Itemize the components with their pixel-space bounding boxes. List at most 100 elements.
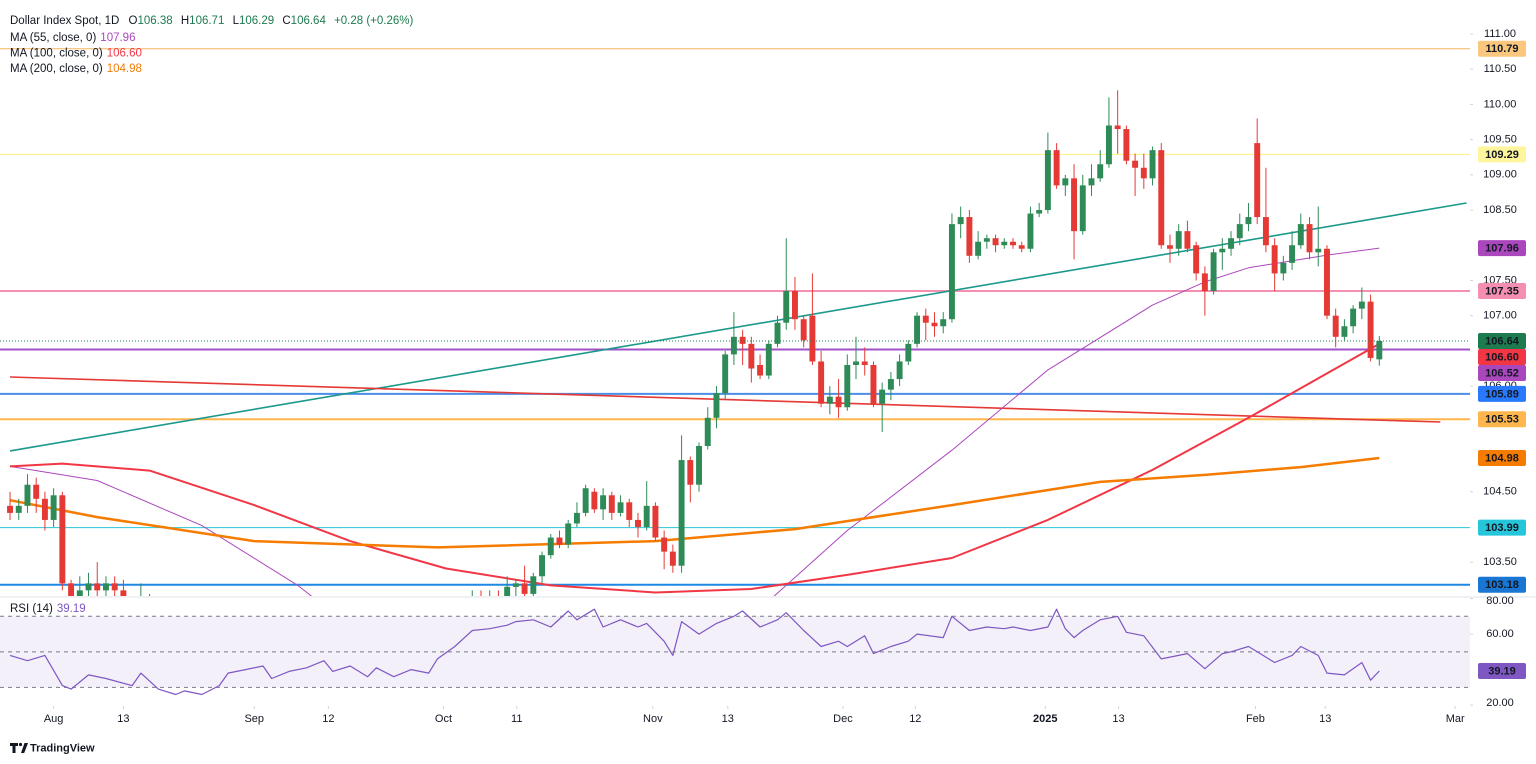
candle-body (696, 445, 702, 485)
candle-body (922, 315, 929, 323)
moving-average (9, 247, 1380, 596)
y-tick-label: 103.50 (1483, 556, 1517, 568)
candle-body (818, 361, 825, 404)
badge-label: 105.89 (1485, 388, 1519, 400)
y-tick-label: 20.00 (1486, 697, 1514, 709)
moving-average (9, 456, 1380, 549)
price-badge (1478, 283, 1526, 300)
candle-body (887, 379, 894, 390)
x-tick-label: Dec (833, 713, 853, 725)
footer: TradingView (10, 742, 95, 754)
candle-body (1306, 224, 1313, 253)
ohlc-key: C (282, 15, 290, 27)
y-tick-label: 60.00 (1486, 628, 1514, 640)
candle-body (1132, 160, 1139, 168)
badge-label: 39.19 (1488, 665, 1516, 677)
candle-body (7, 505, 13, 513)
price-badge (1478, 240, 1526, 257)
candle-body (983, 238, 990, 242)
ma-name: MA (100, close, 0) (10, 48, 103, 60)
candle-body (1027, 213, 1034, 249)
candle-body (669, 551, 676, 566)
candle-body (730, 336, 737, 355)
candle-body (1376, 341, 1383, 360)
price-badge (1478, 449, 1526, 466)
candle-body (713, 393, 720, 418)
y-tick-label: 109.00 (1483, 169, 1517, 181)
ma-value: 104.98 (107, 63, 142, 75)
candle-body (1324, 248, 1330, 316)
candle-body (120, 590, 127, 596)
candle-body (1219, 248, 1226, 253)
candle-body (103, 583, 109, 591)
candle-body (573, 512, 580, 524)
x-tick-label: 13 (722, 713, 734, 725)
x-tick-label: Nov (643, 713, 663, 725)
candle-body (1210, 252, 1217, 292)
candle-body (739, 336, 746, 344)
badge-label: 103.18 (1485, 579, 1519, 591)
candle-body (1262, 217, 1269, 246)
rsi-value: 39.19 (57, 603, 86, 615)
ohlc-key: O (129, 15, 138, 27)
candle-body (1088, 178, 1095, 186)
y-tick-label: 110.00 (1484, 98, 1517, 110)
candle-body (539, 555, 546, 577)
candle-body (652, 505, 659, 538)
candle-body (556, 537, 563, 545)
candle-body (1105, 125, 1112, 165)
candle-body (608, 495, 615, 513)
badge-label: 110.79 (1485, 43, 1518, 55)
candle-body (722, 354, 729, 394)
x-tick-label: Aug (44, 713, 64, 725)
candle-body (783, 291, 790, 323)
candle-body (992, 238, 999, 246)
y-tick-label: 104.50 (1483, 486, 1517, 498)
candle-body (678, 460, 685, 566)
candle-body (914, 315, 921, 344)
candle-body (617, 502, 624, 513)
candle-body (1036, 210, 1043, 214)
candle-body (1079, 185, 1086, 232)
candle-body (774, 322, 781, 344)
candle-body (879, 389, 886, 404)
candle-body (530, 576, 537, 594)
candle-body (643, 505, 650, 527)
moving-average (9, 343, 1380, 594)
candle-body (1193, 245, 1200, 274)
price-badge (1478, 576, 1526, 593)
candle-body (1236, 224, 1243, 239)
candle-body (1350, 308, 1357, 327)
price-badge (1478, 40, 1526, 57)
candle-body (1175, 231, 1182, 249)
y-tick-label: 80.00 (1486, 595, 1514, 607)
candle-body (661, 537, 668, 552)
ma-value: 106.60 (107, 48, 142, 60)
x-tick-label: 11 (511, 713, 522, 725)
candle-body (1167, 245, 1173, 249)
ma-name: MA (200, close, 0) (10, 63, 103, 75)
candle-body (1140, 167, 1147, 179)
chart-header: Dollar Index Spot, 1D O106.38 H106.71 L1… (10, 15, 414, 27)
candle-body (1053, 150, 1060, 186)
price-badge (1478, 411, 1526, 428)
ma-legend: MA (100, close, 0) 106.60 (10, 48, 142, 60)
candle-body (1010, 241, 1016, 246)
x-tick-label: Oct (435, 713, 452, 725)
candle-body (1018, 245, 1025, 249)
ma-legend: MA (55, close, 0) 107.96 (10, 32, 135, 44)
x-tick-label: Sep (244, 713, 264, 725)
candle-body (687, 460, 694, 485)
ma-value: 107.96 (100, 32, 135, 44)
candle-body (521, 583, 528, 594)
candle-body (1158, 150, 1165, 246)
candle-body (1254, 143, 1261, 218)
candle-body (504, 586, 511, 596)
candle-body (861, 361, 868, 365)
brand: TradingView (30, 742, 95, 754)
badge-label: 105.53 (1485, 414, 1519, 426)
candle-body (1097, 164, 1104, 179)
candle-body (1271, 245, 1278, 274)
